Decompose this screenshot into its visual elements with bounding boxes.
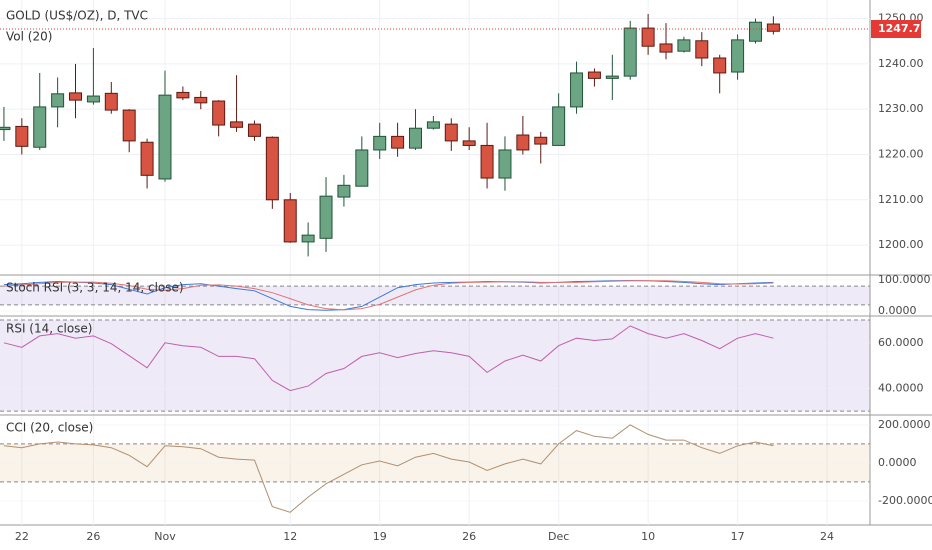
candle-body xyxy=(498,149,512,179)
x-tick-label: 26 xyxy=(86,530,100,543)
candle-body xyxy=(552,106,566,146)
candle-body xyxy=(265,136,279,201)
candle-body xyxy=(158,94,172,180)
x-tick-label: Dec xyxy=(548,530,569,543)
candle-body xyxy=(104,92,118,111)
x-tick-label: 22 xyxy=(15,530,29,543)
x-tick-label: 12 xyxy=(283,530,297,543)
indicator-line xyxy=(3,280,774,311)
candle-body xyxy=(212,100,226,126)
candle-body xyxy=(247,123,261,137)
volume-label: Vol (20) xyxy=(6,30,52,44)
panel-label: RSI (14, close) xyxy=(6,322,92,336)
candle-body xyxy=(426,121,440,129)
last-price-tag xyxy=(871,19,921,38)
y-tick-label: 100.0000 xyxy=(878,273,931,286)
candle-body xyxy=(444,123,458,142)
y-tick-label: 1230.00 xyxy=(878,102,924,115)
candle-body xyxy=(337,184,351,198)
candle-body xyxy=(230,121,244,128)
candle-body xyxy=(391,135,405,149)
y-tick-label: 60.0000 xyxy=(878,336,924,349)
candle-body xyxy=(176,91,190,99)
candle-body xyxy=(695,40,709,59)
chart-title: GOLD (US$/OZ), D, TVC xyxy=(6,9,148,23)
candle-body xyxy=(641,27,655,47)
candle-body xyxy=(33,106,47,148)
y-tick-label: 0.0000 xyxy=(878,456,917,469)
candle-body xyxy=(408,127,422,149)
indicator-line xyxy=(3,424,774,513)
candle-body xyxy=(587,71,601,79)
candle-body xyxy=(623,27,637,77)
x-tick-label: 19 xyxy=(373,530,387,543)
candle-body xyxy=(748,21,762,42)
candle-body xyxy=(0,126,11,131)
y-tick-label: 200.0000 xyxy=(878,418,931,431)
panel-label: Stoch RSI (3, 3, 14, 14, close) xyxy=(6,281,184,295)
candle-body xyxy=(69,92,83,101)
indicator-line xyxy=(3,325,774,392)
candle-body xyxy=(766,23,780,32)
x-tick-label: 10 xyxy=(641,530,655,543)
x-tick-label: 17 xyxy=(731,530,745,543)
last-price-label: 1247.70 xyxy=(878,22,928,35)
candle-body xyxy=(605,75,619,79)
candle-body xyxy=(516,134,530,151)
candle-body xyxy=(373,135,387,151)
y-tick-label: 0.0000 xyxy=(878,304,917,317)
y-tick-label: 40.0000 xyxy=(878,381,924,394)
band-fill xyxy=(0,286,870,305)
candle-body xyxy=(283,199,297,243)
candle-body xyxy=(534,136,548,145)
candle-body xyxy=(480,144,494,179)
y-tick-label: 1220.00 xyxy=(878,147,924,160)
panel-label: CCI (20, close) xyxy=(6,421,93,435)
candle-body xyxy=(51,93,65,108)
y-tick-label: 1210.00 xyxy=(878,193,924,206)
candle-body xyxy=(301,234,315,243)
y-tick-label: 1240.00 xyxy=(878,57,924,70)
x-tick-label: Nov xyxy=(154,530,176,543)
candle-body xyxy=(659,43,673,53)
candle-body xyxy=(731,39,745,73)
candle-body xyxy=(677,39,691,52)
candle-body xyxy=(194,96,208,104)
candle-body xyxy=(86,95,100,103)
candle-body xyxy=(355,149,369,187)
candle-body xyxy=(462,140,476,146)
candle-body xyxy=(140,141,154,176)
band-fill xyxy=(0,319,870,412)
x-tick-label: 24 xyxy=(820,530,834,543)
candle-body xyxy=(319,195,333,239)
candle-body xyxy=(713,57,727,74)
candle-body xyxy=(122,109,136,142)
candle-body xyxy=(15,125,29,147)
y-tick-label: 1200.00 xyxy=(878,238,924,251)
y-tick-label: -200.0000 xyxy=(878,494,932,507)
candle-body xyxy=(570,72,584,108)
x-tick-label: 26 xyxy=(462,530,476,543)
